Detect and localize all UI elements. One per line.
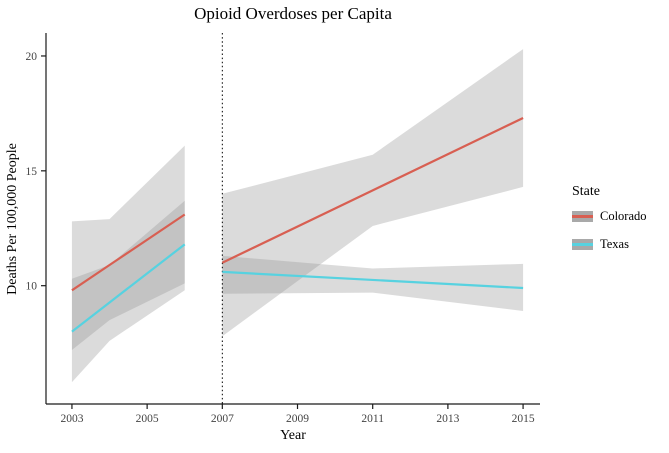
legend-entry-colorado: Colorado — [572, 209, 647, 224]
x-tick-label: 2005 — [136, 413, 159, 425]
legend-key-swatch — [572, 239, 593, 250]
colorado-confidence-band-1 — [222, 49, 524, 337]
colorado-confidence-band-0 — [71, 145, 185, 351]
legend-title: State — [572, 184, 600, 199]
x-tick-label: 2003 — [60, 413, 83, 425]
legend-entries: Colorado Texas — [566, 209, 647, 252]
colorado-trend-line-0 — [71, 213, 186, 292]
legend: State Colorado Texas — [566, 184, 647, 265]
texas-trend-line-0 — [71, 243, 186, 333]
y-tick-label: 20 — [26, 51, 38, 63]
legend-key-line — [572, 215, 593, 218]
y-tick-label: 15 — [26, 166, 38, 178]
x-tick-label: 2015 — [512, 413, 535, 425]
x-tick-label: 2009 — [286, 413, 309, 425]
legend-entry-texas: Texas — [572, 237, 647, 252]
colorado-trend-line-1 — [221, 117, 524, 264]
legend-key-line — [572, 243, 593, 246]
legend-key-swatch — [572, 211, 593, 222]
texas-confidence-band-0 — [71, 200, 185, 383]
legend-label: Texas — [600, 237, 629, 251]
x-axis-label: Year — [280, 428, 306, 443]
y-axis-label: Deaths Per 100,000 People — [5, 143, 20, 295]
x-tick-label: 2007 — [211, 413, 234, 425]
x-tick-label: 2013 — [436, 413, 459, 425]
chart-title: Opioid Overdoses per Capita — [194, 4, 392, 23]
x-tick-label: 2011 — [361, 413, 384, 425]
texas-confidence-band-1 — [222, 255, 524, 311]
y-tick-label: 10 — [26, 281, 38, 293]
legend-label: Colorado — [600, 209, 647, 223]
texas-trend-line-1 — [222, 270, 524, 290]
